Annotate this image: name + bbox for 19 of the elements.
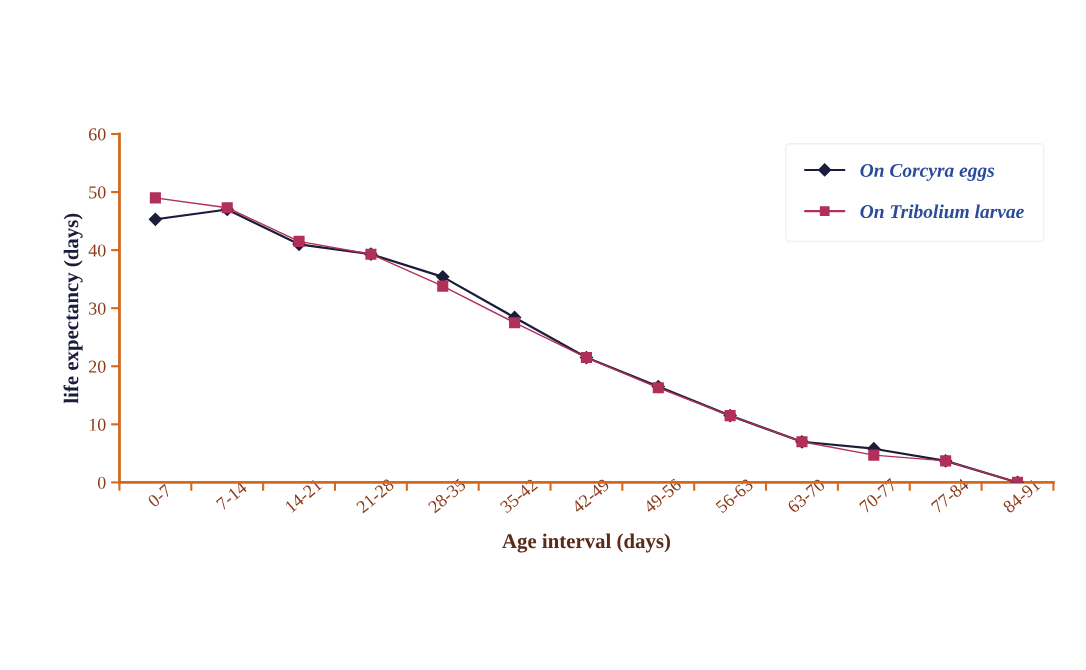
y-tick-label: 0 (97, 476, 106, 489)
point (293, 235, 305, 247)
y-tick-label: 10 (89, 418, 106, 431)
point (437, 280, 449, 292)
y-tick-label: 30 (89, 302, 106, 315)
y-axis-title: life expectancy (days) (63, 213, 83, 404)
y-tick-label: 20 (89, 360, 106, 373)
point (149, 192, 161, 204)
legend-label: On Tribolium larvae (860, 204, 1024, 219)
point (868, 449, 880, 461)
y-tick-label: 40 (88, 244, 106, 257)
x-axis-title: Age interval (days) (502, 533, 670, 553)
x-tick-label: 0-7 (147, 483, 173, 508)
y-tick-label: 60 (88, 128, 106, 141)
point (148, 212, 162, 226)
x-tick-label: 7-14 (215, 480, 248, 511)
y-tick-label: 50 (89, 186, 106, 199)
point (509, 317, 521, 329)
legend-label: On Corcyra eggs (860, 163, 995, 181)
